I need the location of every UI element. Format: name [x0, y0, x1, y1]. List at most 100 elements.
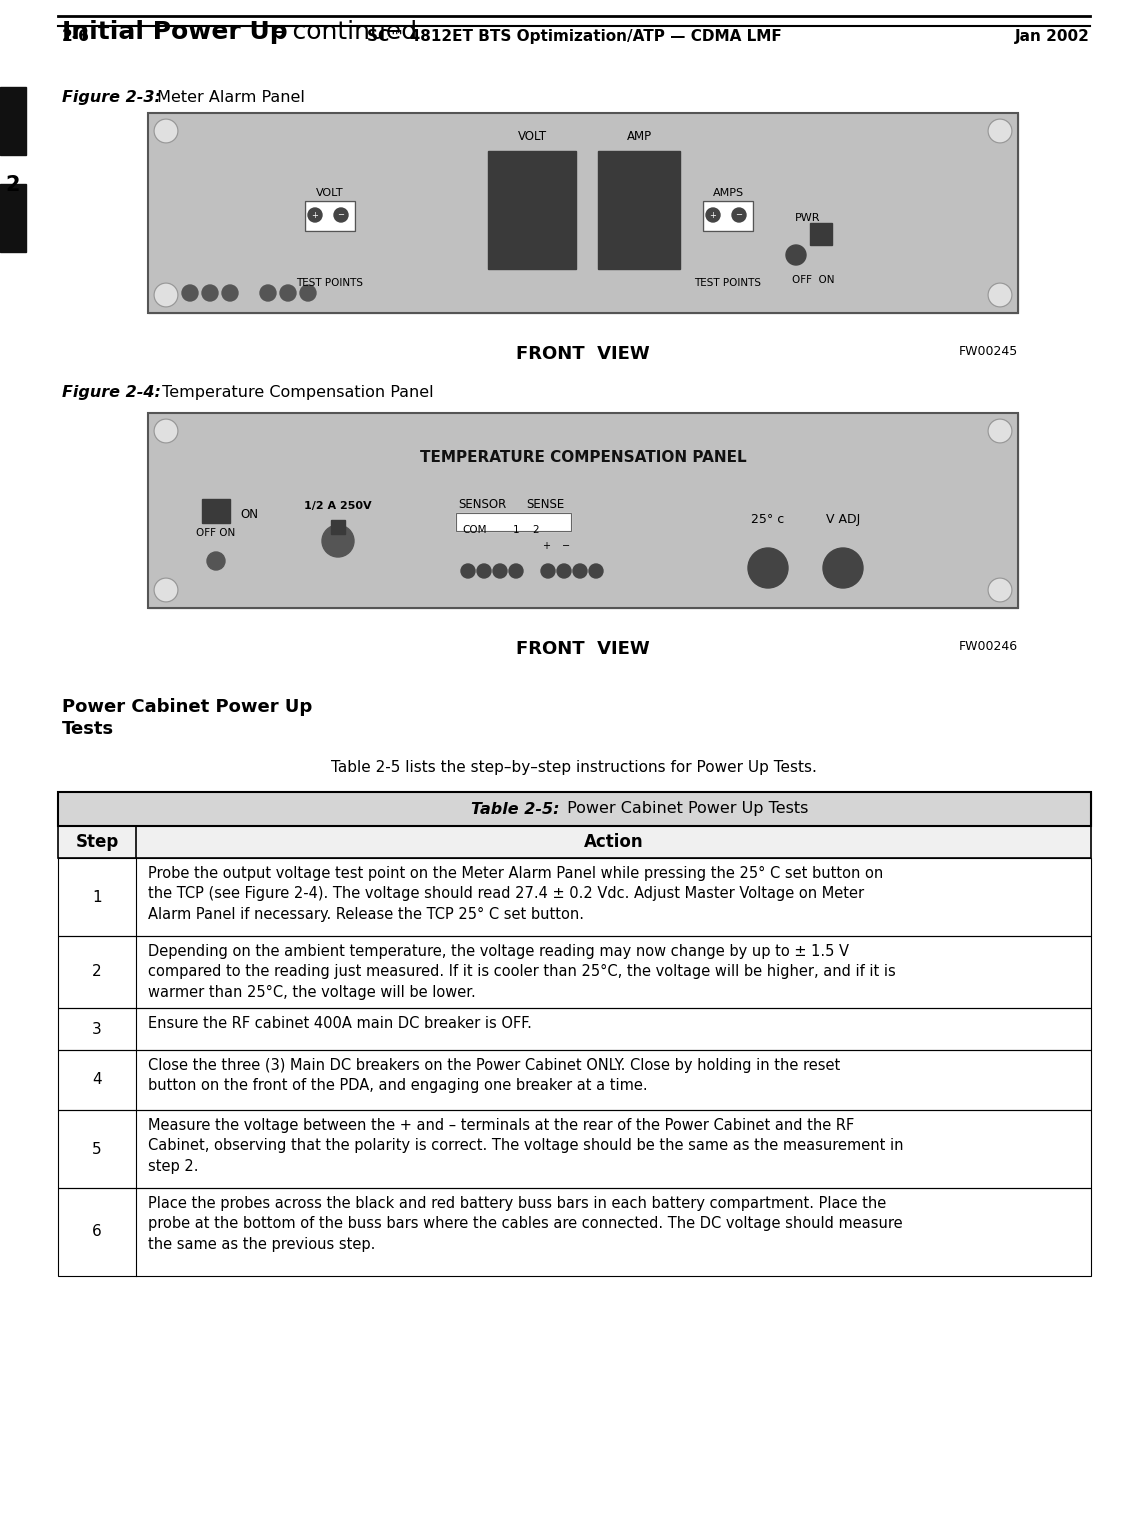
Text: Temperature Compensation Panel: Temperature Compensation Panel	[157, 385, 434, 400]
Bar	[59, 1187, 1091, 1276]
Text: TEST POINTS: TEST POINTS	[695, 277, 761, 288]
Circle shape	[786, 245, 806, 265]
Bar	[598, 152, 680, 270]
Circle shape	[988, 283, 1013, 306]
Circle shape	[202, 285, 218, 300]
Text: 25° c: 25° c	[752, 513, 784, 525]
Text: Initial Power Up: Initial Power Up	[62, 20, 288, 44]
Text: VOLT: VOLT	[316, 188, 343, 198]
Bar	[59, 1049, 1091, 1111]
Text: FW00246: FW00246	[959, 640, 1018, 653]
Text: 2: 2	[6, 175, 21, 195]
Circle shape	[334, 208, 348, 222]
Circle shape	[222, 285, 238, 300]
Text: Tests: Tests	[62, 720, 114, 738]
Text: Meter Alarm Panel: Meter Alarm Panel	[152, 90, 305, 106]
Bar	[59, 858, 1091, 936]
Circle shape	[300, 285, 316, 300]
Circle shape	[823, 548, 863, 588]
Bar	[148, 414, 1018, 608]
Text: Ensure the RF cabinet 400A main DC breaker is OFF.: Ensure the RF cabinet 400A main DC break…	[148, 1016, 532, 1031]
Text: Figure 2-4:: Figure 2-4:	[62, 385, 161, 400]
Circle shape	[154, 119, 178, 142]
Text: VOLT: VOLT	[518, 130, 546, 142]
Bar	[305, 201, 355, 231]
Bar	[148, 113, 1018, 313]
Bar	[148, 414, 1018, 608]
Text: −: −	[338, 210, 344, 219]
Bar	[305, 201, 355, 231]
Circle shape	[509, 564, 523, 578]
Text: V ADJ: V ADJ	[825, 513, 860, 525]
Circle shape	[478, 564, 491, 578]
Circle shape	[492, 564, 507, 578]
Text: 1: 1	[92, 890, 102, 904]
Bar	[59, 826, 1091, 858]
Bar	[59, 936, 1091, 1008]
Bar	[331, 519, 346, 535]
Text: Step: Step	[76, 833, 118, 850]
Bar	[456, 513, 571, 532]
Text: AMPS: AMPS	[713, 188, 744, 198]
Text: 2: 2	[533, 525, 540, 535]
Text: OFF  ON: OFF ON	[792, 276, 835, 285]
Circle shape	[748, 548, 788, 588]
Bar	[0, 184, 26, 251]
Text: 3: 3	[92, 1022, 102, 1037]
Bar	[59, 826, 1091, 858]
Circle shape	[183, 285, 197, 300]
Circle shape	[280, 285, 296, 300]
Text: – continued: – continued	[264, 20, 417, 44]
Text: AMP: AMP	[627, 130, 652, 142]
Text: 1: 1	[513, 525, 519, 535]
Bar	[202, 499, 230, 522]
Text: Table 2-5:: Table 2-5:	[471, 801, 559, 817]
Bar	[488, 152, 576, 270]
Text: Figure 2-3:: Figure 2-3:	[62, 90, 161, 106]
Text: FW00245: FW00245	[959, 345, 1018, 358]
Text: Table 2-5 lists the step–by–step instructions for Power Up Tests.: Table 2-5 lists the step–by–step instruc…	[331, 760, 817, 775]
Bar	[59, 1008, 1091, 1049]
Text: FRONT  VIEW: FRONT VIEW	[517, 345, 650, 363]
Text: OFF ON: OFF ON	[196, 529, 235, 538]
Text: SENSOR: SENSOR	[458, 498, 506, 512]
Text: Probe the output voltage test point on the Meter Alarm Panel while pressing the : Probe the output voltage test point on t…	[148, 866, 883, 922]
Text: Power Cabinet Power Up Tests: Power Cabinet Power Up Tests	[563, 801, 809, 817]
Text: SC™ 4812ET BTS Optimization/ATP — CDMA LMF: SC™ 4812ET BTS Optimization/ATP — CDMA L…	[366, 29, 782, 44]
Bar	[703, 201, 753, 231]
Bar	[59, 1111, 1091, 1187]
Text: Depending on the ambient temperature, the voltage reading may now change by up t: Depending on the ambient temperature, th…	[148, 944, 895, 1000]
Circle shape	[541, 564, 554, 578]
Text: −: −	[561, 541, 571, 552]
Bar	[148, 113, 1018, 313]
Bar	[0, 87, 26, 155]
Bar	[703, 201, 753, 231]
Circle shape	[207, 552, 225, 570]
Bar	[59, 858, 1091, 936]
Text: 4: 4	[92, 1072, 102, 1088]
Text: 6: 6	[92, 1224, 102, 1239]
Bar	[456, 513, 571, 532]
Bar	[59, 792, 1091, 826]
Text: +: +	[311, 210, 318, 219]
Circle shape	[988, 578, 1013, 602]
Text: Measure the voltage between the + and – terminals at the rear of the Power Cabin: Measure the voltage between the + and – …	[148, 1118, 903, 1174]
Bar	[59, 1008, 1091, 1049]
Bar	[59, 1049, 1091, 1111]
Bar	[59, 1111, 1091, 1187]
Text: Close the three (3) Main DC breakers on the Power Cabinet ONLY. Close by holding: Close the three (3) Main DC breakers on …	[148, 1059, 840, 1094]
Circle shape	[154, 578, 178, 602]
Circle shape	[154, 418, 178, 443]
Text: PWR: PWR	[796, 213, 821, 224]
Text: 1/2 A 250V: 1/2 A 250V	[304, 501, 372, 512]
Circle shape	[154, 283, 178, 306]
Text: FRONT  VIEW: FRONT VIEW	[517, 640, 650, 659]
Bar	[59, 792, 1091, 826]
Text: Action: Action	[583, 833, 643, 850]
Text: TEMPERATURE COMPENSATION PANEL: TEMPERATURE COMPENSATION PANEL	[420, 450, 746, 466]
Text: SENSE: SENSE	[526, 498, 565, 512]
Circle shape	[589, 564, 603, 578]
Circle shape	[573, 564, 587, 578]
Text: +: +	[542, 541, 550, 552]
Bar	[59, 1187, 1091, 1276]
